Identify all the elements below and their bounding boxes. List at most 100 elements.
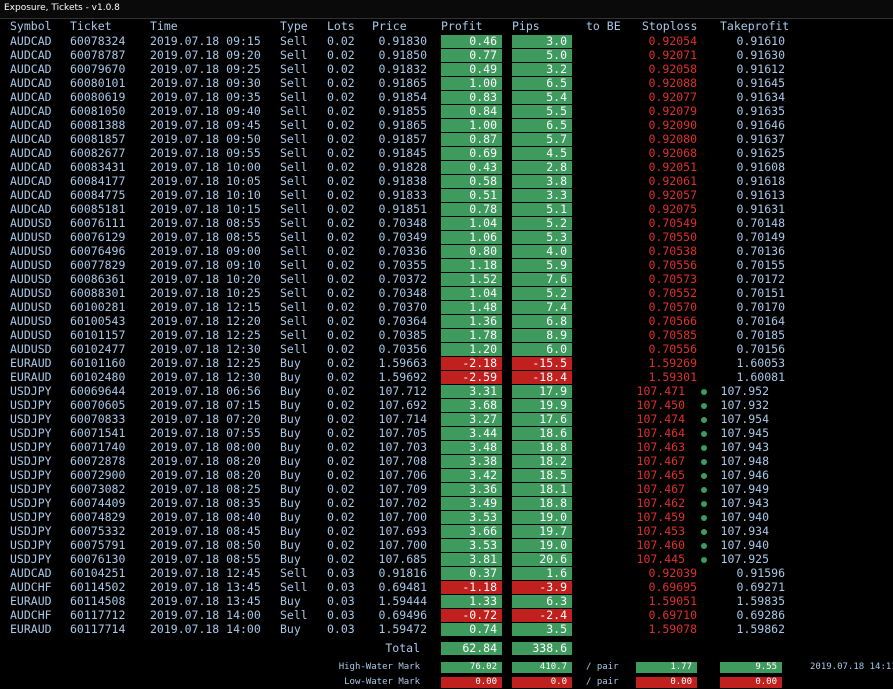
lots: 0.02: [327, 398, 355, 412]
time: 2019.07.18 08:55: [150, 552, 261, 566]
pips: 5.2: [512, 287, 572, 300]
time: 2019.07.18 07:20: [150, 412, 261, 426]
price: 0.91816: [378, 566, 427, 580]
type: Sell: [280, 76, 308, 90]
lots: 0.02: [327, 314, 355, 328]
time: 2019.07.18 06:56: [150, 384, 261, 398]
profit: 3.44: [441, 427, 502, 440]
stoploss: 107.450: [636, 398, 685, 412]
stoploss: 107.460: [636, 538, 685, 552]
status-dot: [701, 403, 707, 409]
time: 2019.07.18 09:10: [150, 258, 261, 272]
pips: 4.5: [512, 147, 572, 160]
time: 2019.07.18 12:25: [150, 356, 261, 370]
stoploss: 0.92088: [648, 76, 697, 90]
pips: 17.9: [512, 385, 572, 398]
time: 2019.07.18 08:00: [150, 440, 261, 454]
stoploss: 0.70549: [648, 216, 697, 230]
status-dot: [701, 515, 707, 521]
lots: 0.02: [327, 174, 355, 188]
lots: 0.02: [327, 48, 355, 62]
price: 0.70364: [378, 314, 427, 328]
time: 2019.07.18 09:50: [150, 132, 261, 146]
ticket: 60080619: [70, 90, 126, 104]
price: 0.70348: [378, 286, 427, 300]
time: 2019.07.18 12:15: [150, 300, 261, 314]
ticket: 60077829: [70, 258, 126, 272]
time: 2019.07.18 07:55: [150, 426, 261, 440]
mark-sl: 1.77: [636, 662, 697, 673]
status-dot: [701, 459, 707, 465]
type: Buy: [280, 426, 301, 440]
stoploss: 0.92068: [648, 146, 697, 160]
type: Sell: [280, 62, 308, 76]
ticket: 60081857: [70, 132, 126, 146]
symbol: USDJPY: [10, 398, 52, 412]
pips: -18.4: [512, 371, 572, 384]
pips: 19.0: [512, 511, 572, 524]
status-dot: [701, 431, 707, 437]
profit: 0.74: [441, 623, 502, 636]
pips: 7.6: [512, 273, 572, 286]
time: 2019.07.18 08:40: [150, 510, 261, 524]
ticket: 60082677: [70, 146, 126, 160]
type: Buy: [280, 398, 301, 412]
symbol: USDJPY: [10, 524, 52, 538]
profit: 0.77: [441, 49, 502, 62]
ticket: 60076496: [70, 244, 126, 258]
type: Sell: [280, 342, 308, 356]
takeprofit: 0.91645: [736, 76, 785, 90]
price: 107.685: [378, 552, 427, 566]
profit: 1.78: [441, 329, 502, 342]
profit: 1.04: [441, 217, 502, 230]
type: Buy: [280, 482, 301, 496]
per-pair: / pair: [586, 677, 619, 687]
pips: 5.9: [512, 259, 572, 272]
profit: 3.31: [441, 385, 502, 398]
takeprofit: 1.60081: [736, 370, 785, 384]
takeprofit: 107.949: [720, 482, 769, 496]
status-dot: [701, 529, 707, 535]
type: Sell: [280, 104, 308, 118]
profit: 1.36: [441, 315, 502, 328]
stoploss: 0.92061: [648, 174, 697, 188]
takeprofit: 0.70151: [736, 286, 785, 300]
takeprofit: 0.91608: [736, 160, 785, 174]
price: 107.705: [378, 426, 427, 440]
price: 0.70370: [378, 300, 427, 314]
ticket: 60072900: [70, 468, 126, 482]
type: Buy: [280, 594, 301, 608]
lots: 0.02: [327, 300, 355, 314]
symbol: AUDCAD: [10, 62, 52, 76]
takeprofit: 107.954: [720, 412, 769, 426]
lots: 0.02: [327, 90, 355, 104]
time: 2019.07.18 08:35: [150, 496, 261, 510]
pips: 6.5: [512, 119, 572, 132]
profit: 0.58: [441, 175, 502, 188]
profit: 0.80: [441, 245, 502, 258]
symbol: USDJPY: [10, 482, 52, 496]
column-header: Profit: [441, 19, 483, 33]
symbol: USDJPY: [10, 538, 52, 552]
pips: 4.0: [512, 245, 572, 258]
pips: 3.3: [512, 189, 572, 202]
ticket: 60078787: [70, 48, 126, 62]
type: Buy: [280, 356, 301, 370]
type: Sell: [280, 314, 308, 328]
time: 2019.07.18 13:45: [150, 594, 261, 608]
mark-profit: 0.00: [441, 677, 502, 688]
price: 107.700: [378, 510, 427, 524]
lots: 0.02: [327, 370, 355, 384]
time: 2019.07.18 08:55: [150, 230, 261, 244]
ticket: 60071541: [70, 426, 126, 440]
ticket: 60073082: [70, 482, 126, 496]
symbol: USDJPY: [10, 468, 52, 482]
lots: 0.03: [327, 622, 355, 636]
stoploss: 0.92039: [648, 566, 697, 580]
pips: 6.3: [512, 595, 572, 608]
ticket: 60102477: [70, 342, 126, 356]
price: 107.714: [378, 412, 427, 426]
symbol: AUDUSD: [10, 216, 52, 230]
column-header: Type: [280, 19, 308, 33]
type: Sell: [280, 90, 308, 104]
